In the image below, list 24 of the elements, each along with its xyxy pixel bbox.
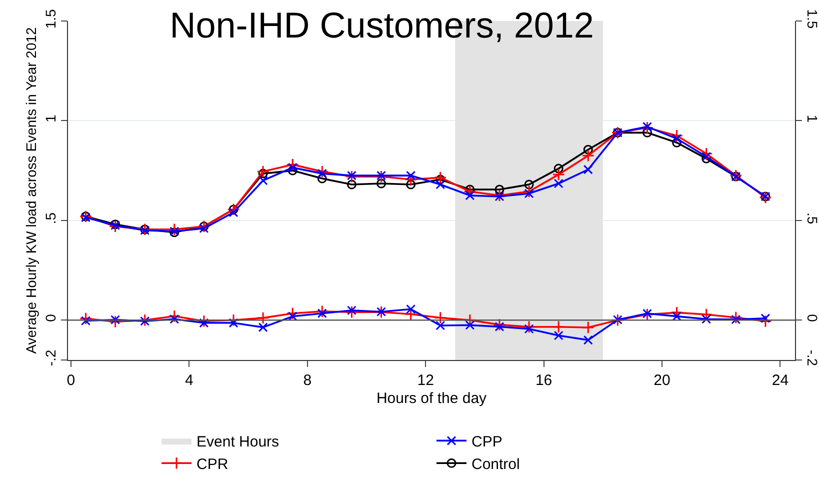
y2-tick-label: -.2 [804,350,819,366]
y-tick-label: 1.5 [42,8,58,29]
x-tick-label: 8 [303,372,312,389]
y-tick-label: 1 [42,114,58,123]
y2-tick-label: .5 [804,212,819,224]
legend-label: CPP [472,434,502,451]
y-axis-title: Average Hourly KW load across Events in Year 2012 [23,26,39,354]
x-tick-label: 24 [772,372,789,389]
y2-tick-label: 1 [804,114,819,123]
legend-label: Control [472,456,520,474]
legend-label: Event Hours [196,434,280,451]
legend-label: CPR [196,456,228,474]
y-tick-label: 0 [42,314,58,322]
y2-tick-label: 0 [804,314,819,322]
x-tick-label: 20 [654,372,670,389]
x-tick-label: 0 [66,372,76,389]
x-tick-label: 4 [185,372,194,389]
x-tick-label: 12 [417,372,434,389]
chart-title: Non-IHD Customers, 2012 [170,4,594,46]
y-tick-label: .5 [42,212,58,224]
x-tick-label: 16 [535,372,552,389]
x-axis-title: Hours of the day [376,390,488,407]
y-tick-label: -.2 [42,350,58,366]
y2-tick-label: 1.5 [804,9,819,29]
